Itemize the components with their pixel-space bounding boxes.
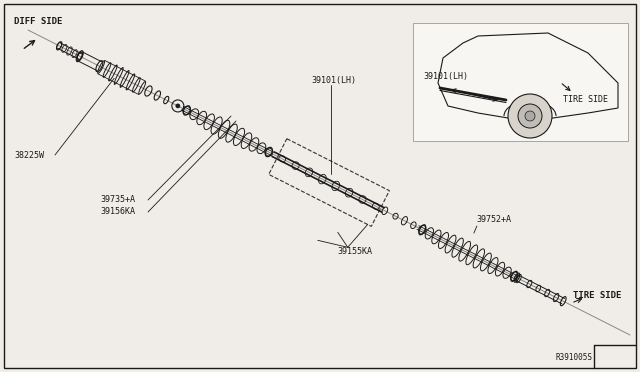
Text: 39101(LH): 39101(LH)	[423, 71, 468, 80]
Text: TIRE SIDE: TIRE SIDE	[563, 96, 608, 105]
Text: TIRE SIDE: TIRE SIDE	[573, 291, 621, 299]
Circle shape	[508, 94, 552, 138]
Circle shape	[525, 111, 535, 121]
Text: 39101(LH): 39101(LH)	[311, 76, 356, 84]
Circle shape	[518, 104, 542, 128]
Text: 38225W: 38225W	[14, 151, 44, 160]
Circle shape	[176, 104, 180, 108]
Text: 39752+A: 39752+A	[476, 215, 511, 224]
Text: 39735+A: 39735+A	[100, 196, 135, 205]
Bar	[413, 23, 628, 141]
Text: 39155KA: 39155KA	[337, 247, 372, 257]
Text: DIFF SIDE: DIFF SIDE	[14, 17, 62, 26]
Text: R391005S: R391005S	[555, 353, 592, 362]
Text: 39156KA: 39156KA	[100, 208, 135, 217]
